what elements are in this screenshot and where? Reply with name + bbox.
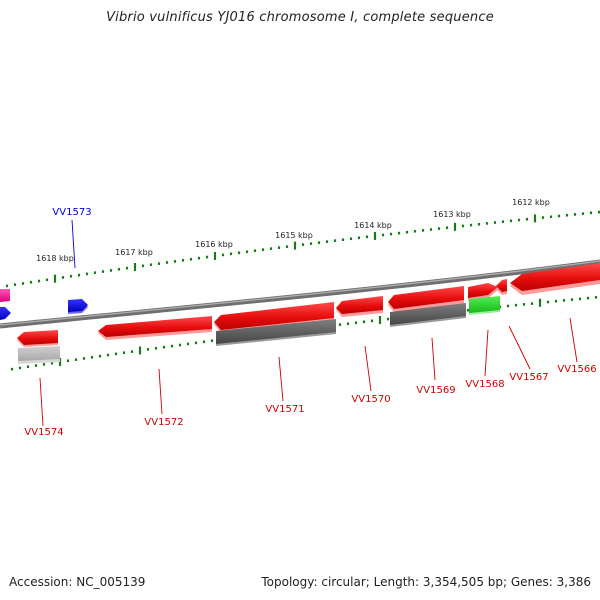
feature-dark-gray-1 — [216, 319, 336, 346]
feature-dark-gray-2 — [390, 303, 466, 327]
gene-vv1568[interactable] — [468, 283, 498, 301]
scale-label-1615: 1615 kbp — [275, 231, 313, 240]
gene-vv1566[interactable] — [510, 263, 600, 295]
scale-label-1617: 1617 kbp — [115, 248, 153, 257]
scale-label-1616: 1616 kbp — [195, 240, 233, 249]
gene-label-vv1569: VV1569 — [416, 385, 455, 396]
scale-label-1618: 1618 kbp — [36, 254, 74, 263]
gene-vv1572[interactable] — [98, 316, 212, 340]
scale-label-1614: 1614 kbp — [354, 221, 392, 230]
genome-summary: Topology: circular; Length: 3,354,505 bp… — [261, 575, 591, 589]
gene-left-magenta[interactable] — [0, 289, 10, 302]
gene-leader-lines — [39, 219, 578, 427]
feature-green — [469, 296, 500, 315]
scale-label-1613: 1613 kbp — [433, 210, 471, 219]
accession-label: Accession: NC_005139 — [9, 575, 146, 589]
gene-label-vv1568: VV1568 — [465, 379, 504, 390]
gene-label-vv1572: VV1572 — [144, 417, 183, 428]
gene-vv1571[interactable] — [214, 302, 334, 333]
scale-labels: 1612 kbp 1613 kbp 1614 kbp 1615 kbp 1616… — [36, 198, 550, 263]
gene-vv1573[interactable] — [68, 299, 88, 314]
gene-label-vv1574: VV1574 — [24, 427, 63, 438]
gene-left-blue[interactable] — [0, 307, 11, 320]
gene-label-vv1573: VV1573 — [52, 207, 91, 218]
chromosome-backbone — [0, 259, 600, 329]
gene-labels: VV1573 VV1574 VV1572 VV1571 VV1570 VV156… — [24, 207, 596, 438]
gene-label-vv1570: VV1570 — [351, 394, 390, 405]
scale-ruler-outer — [5, 210, 600, 288]
map-title: Vibrio vulnificus YJ016 chromosome I, co… — [106, 10, 494, 25]
feature-light-gray — [18, 346, 60, 364]
gene-vv1569[interactable] — [388, 286, 464, 312]
gene-vv1570[interactable] — [336, 296, 383, 317]
gene-vv1567[interactable] — [496, 279, 507, 295]
gene-vv1574[interactable] — [17, 330, 58, 347]
gene-label-vv1571: VV1571 — [265, 404, 304, 415]
gene-label-vv1567: VV1567 — [509, 372, 548, 383]
scale-label-1612: 1612 kbp — [512, 198, 550, 207]
gene-label-vv1566: VV1566 — [557, 364, 596, 375]
